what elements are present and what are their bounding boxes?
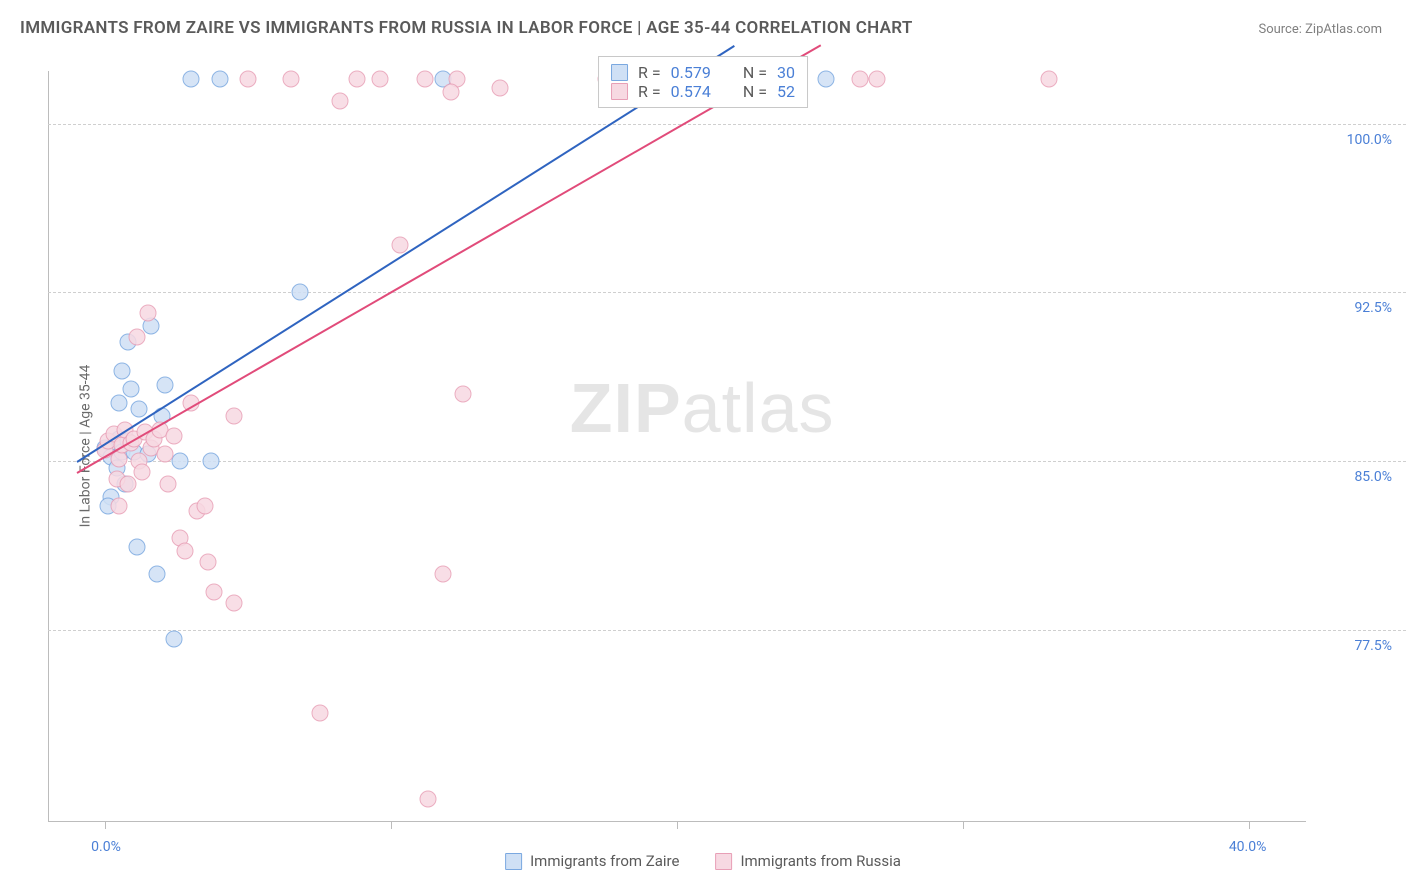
gridline (48, 124, 1406, 125)
data-point (182, 70, 199, 87)
data-point (157, 446, 174, 463)
data-point (311, 705, 328, 722)
data-point (122, 381, 139, 398)
gridline (48, 292, 1406, 293)
series-name: Immigrants from Zaire (530, 852, 679, 870)
legend-swatch (505, 853, 522, 870)
r-value: 0.574 (671, 82, 711, 101)
data-point (211, 70, 228, 87)
data-point (131, 401, 148, 418)
y-tick-label: 77.5% (1354, 638, 1392, 654)
n-value: 52 (777, 82, 795, 101)
data-point (114, 363, 131, 380)
y-tick-label: 100.0% (1347, 132, 1392, 148)
data-point (140, 304, 157, 321)
data-point (283, 70, 300, 87)
legend-row: R = 0.574 N = 52 (611, 82, 795, 101)
r-value: 0.579 (671, 63, 711, 82)
data-point (391, 237, 408, 254)
data-point (148, 565, 165, 582)
data-point (851, 70, 868, 87)
data-point (291, 284, 308, 301)
y-tick-label: 85.0% (1354, 469, 1392, 485)
watermark-bold: ZIP (570, 369, 682, 447)
data-point (202, 453, 219, 470)
data-point (371, 70, 388, 87)
correlation-legend: R = 0.579 N = 30 R = 0.574 N = 52 (598, 56, 808, 108)
data-point (817, 70, 834, 87)
gridline (48, 461, 1406, 462)
data-point (177, 543, 194, 560)
data-point (869, 70, 886, 87)
legend-row: R = 0.579 N = 30 (611, 63, 795, 82)
data-point (443, 84, 460, 101)
x-min-label: 0.0% (91, 839, 121, 855)
data-point (331, 93, 348, 110)
x-tick (963, 821, 964, 829)
data-point (197, 498, 214, 515)
data-point (111, 394, 128, 411)
data-point (434, 565, 451, 582)
data-point (111, 498, 128, 515)
legend-item: Immigrants from Russia (715, 852, 900, 870)
gridline (48, 630, 1406, 631)
data-point (134, 464, 151, 481)
n-value: 30 (777, 63, 795, 82)
legend-item: Immigrants from Zaire (505, 852, 679, 870)
x-max-label: 40.0% (1229, 839, 1267, 855)
source-attribution: Source: ZipAtlas.com (1258, 22, 1382, 37)
data-point (491, 79, 508, 96)
source-link[interactable]: ZipAtlas.com (1305, 22, 1382, 37)
data-point (1040, 70, 1057, 87)
plot-area: ZIPatlas 77.5%85.0%92.5%100.0%0.0%40.0% (48, 56, 1306, 822)
data-point (157, 376, 174, 393)
x-tick (105, 821, 106, 829)
data-point (348, 70, 365, 87)
data-point (120, 475, 137, 492)
trendline (76, 45, 820, 474)
n-label: N = (743, 82, 767, 101)
data-point (200, 554, 217, 571)
x-tick (677, 821, 678, 829)
data-point (454, 385, 471, 402)
data-point (128, 538, 145, 555)
series-legend: Immigrants from Zaire Immigrants from Rus… (505, 852, 901, 870)
legend-swatch (611, 64, 628, 81)
data-point (160, 475, 177, 492)
source-label: Source: (1258, 22, 1305, 37)
chart-title: IMMIGRANTS FROM ZAIRE VS IMMIGRANTS FROM… (20, 18, 913, 38)
watermark: ZIPatlas (570, 368, 835, 448)
x-tick (391, 821, 392, 829)
x-tick (1249, 821, 1250, 829)
data-point (165, 630, 182, 647)
data-point (165, 428, 182, 445)
n-label: N = (743, 63, 767, 82)
data-point (225, 594, 242, 611)
y-axis-line (48, 71, 49, 821)
data-point (205, 583, 222, 600)
data-point (225, 408, 242, 425)
data-point (240, 70, 257, 87)
legend-swatch (715, 853, 732, 870)
legend-swatch (611, 83, 628, 100)
y-tick-label: 92.5% (1354, 300, 1392, 316)
r-label: R = (638, 82, 661, 101)
data-point (417, 70, 434, 87)
series-name: Immigrants from Russia (740, 852, 900, 870)
data-point (420, 790, 437, 807)
r-label: R = (638, 63, 661, 82)
watermark-rest: atlas (682, 369, 835, 447)
data-point (128, 329, 145, 346)
